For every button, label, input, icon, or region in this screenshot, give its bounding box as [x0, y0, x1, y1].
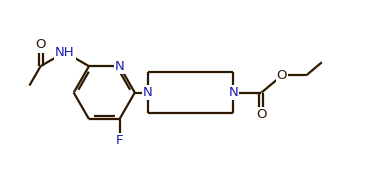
- Text: O: O: [35, 38, 46, 51]
- Text: N: N: [143, 86, 153, 99]
- Text: N: N: [229, 86, 239, 99]
- Text: O: O: [256, 108, 267, 121]
- Text: NH: NH: [55, 46, 75, 59]
- Text: N: N: [115, 60, 124, 73]
- Text: O: O: [277, 69, 287, 82]
- Text: F: F: [116, 134, 123, 147]
